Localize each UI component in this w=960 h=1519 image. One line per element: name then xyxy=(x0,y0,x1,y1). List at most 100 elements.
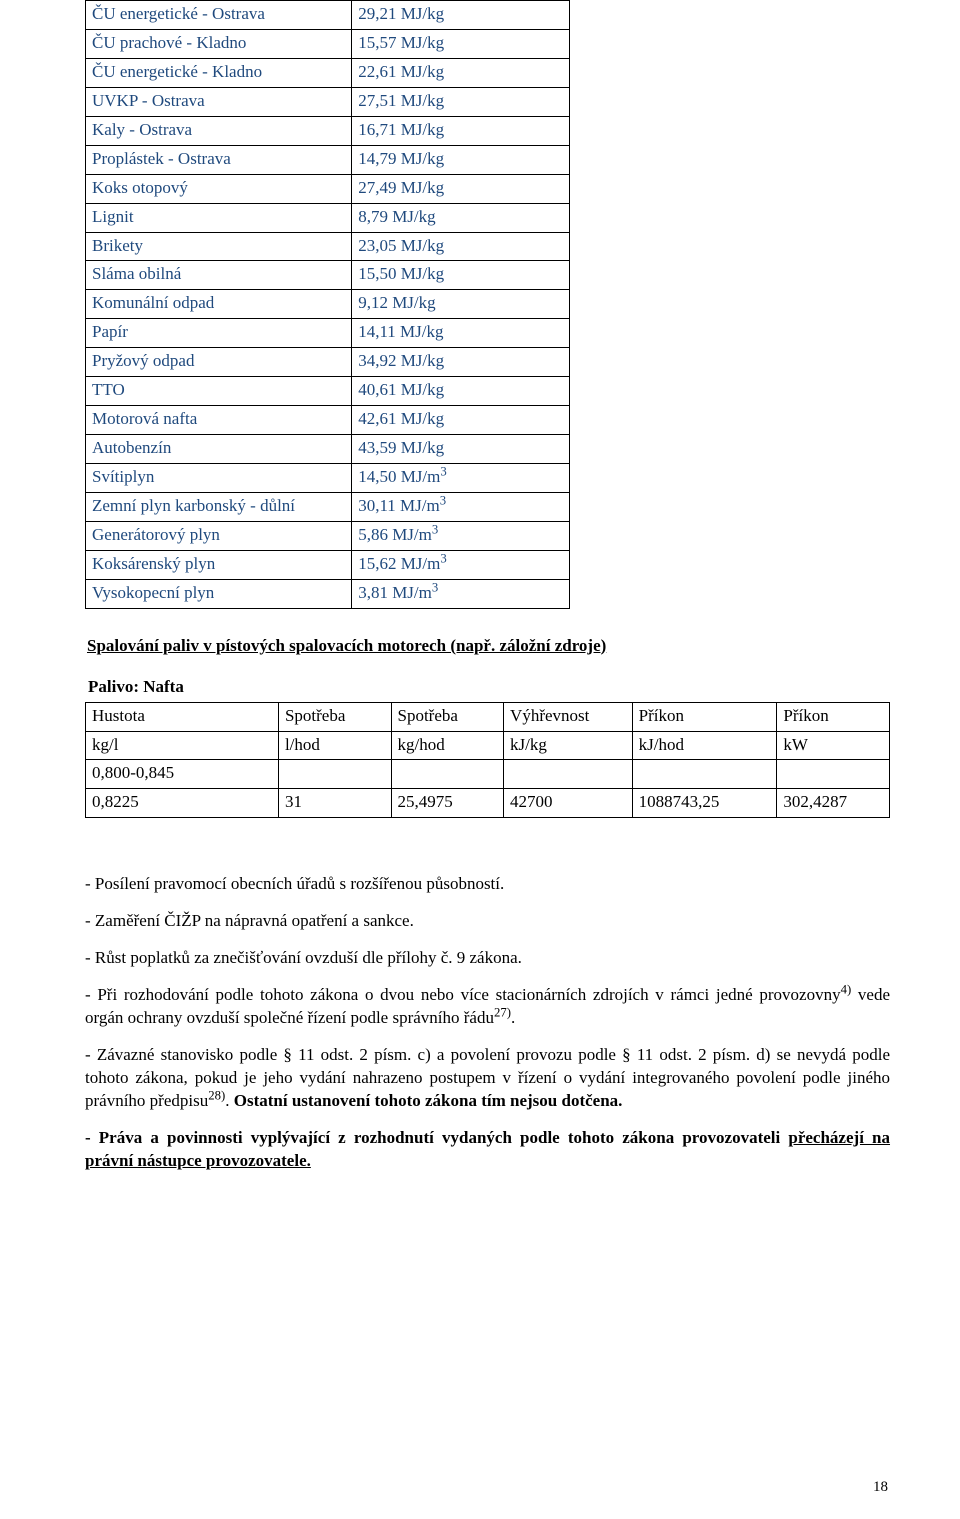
table-row: Pryžový odpad34,92 MJ/kg xyxy=(86,348,570,377)
fuel-value-cell: 14,50 MJ/m3 xyxy=(352,464,570,493)
paragraph: - Posílení pravomocí obecních úřadů s ro… xyxy=(85,873,890,896)
table-row: Vysokopecní plyn3,81 MJ/m3 xyxy=(86,579,570,608)
fuel-value-cell: 40,61 MJ/kg xyxy=(352,377,570,406)
fuel-name-cell: Svítiplyn xyxy=(86,464,352,493)
fuel-name-cell: Brikety xyxy=(86,232,352,261)
fuel-name-cell: ČU prachové - Kladno xyxy=(86,29,352,58)
fuel-value-cell: 42,61 MJ/kg xyxy=(352,406,570,435)
fuel-name-cell: Papír xyxy=(86,319,352,348)
page-number: 18 xyxy=(873,1477,888,1497)
table-row: Motorová nafta42,61 MJ/kg xyxy=(86,406,570,435)
fuel-name-cell: Proplástek - Ostrava xyxy=(86,145,352,174)
table-row: Brikety23,05 MJ/kg xyxy=(86,232,570,261)
fuel-name-cell: Generátorový plyn xyxy=(86,521,352,550)
table-row: Sláma obilná15,50 MJ/kg xyxy=(86,261,570,290)
table-cell: 42700 xyxy=(504,789,633,818)
fuel-name-cell: Zemní plyn karbonský - důlní xyxy=(86,492,352,521)
fuel-value-cell: 29,21 MJ/kg xyxy=(352,1,570,30)
table-row: Koksárenský plyn15,62 MJ/m3 xyxy=(86,550,570,579)
fuel-value-cell: 15,62 MJ/m3 xyxy=(352,550,570,579)
fuel-value-cell: 14,11 MJ/kg xyxy=(352,319,570,348)
table-cell xyxy=(632,760,777,789)
table-header-cell: Spotřeba xyxy=(278,702,391,731)
fuel-name-cell: Koks otopový xyxy=(86,174,352,203)
table-row: 0,800-0,845 xyxy=(86,760,890,789)
fuel-value-cell: 16,71 MJ/kg xyxy=(352,116,570,145)
fuel-energy-table: ČU energetické - Ostrava29,21 MJ/kgČU pr… xyxy=(85,0,570,609)
table-cell xyxy=(391,760,504,789)
table-header-cell: Výhřevnost xyxy=(504,702,633,731)
fuel-name-cell: Pryžový odpad xyxy=(86,348,352,377)
table-cell: 1088743,25 xyxy=(632,789,777,818)
table-cell: 31 xyxy=(278,789,391,818)
table-row: ČU energetické - Kladno22,61 MJ/kg xyxy=(86,58,570,87)
fuel-name-cell: UVKP - Ostrava xyxy=(86,87,352,116)
table-header-cell: Hustota xyxy=(86,702,279,731)
table-header-cell: Spotřeba xyxy=(391,702,504,731)
section-heading: Spalování paliv v pístových spalovacích … xyxy=(87,635,890,658)
paragraph: - Růst poplatků za znečišťování ovzduší … xyxy=(85,947,890,970)
table-cell: kg/l xyxy=(86,731,279,760)
fuel-name-cell: Kaly - Ostrava xyxy=(86,116,352,145)
fuel-value-cell: 15,57 MJ/kg xyxy=(352,29,570,58)
table-row: Proplástek - Ostrava14,79 MJ/kg xyxy=(86,145,570,174)
fuel-value-cell: 8,79 MJ/kg xyxy=(352,203,570,232)
fuel-name-cell: ČU energetické - Ostrava xyxy=(86,1,352,30)
fuel-name-cell: Koksárenský plyn xyxy=(86,550,352,579)
fuel-value-cell: 43,59 MJ/kg xyxy=(352,435,570,464)
fuel-name-cell: Autobenzín xyxy=(86,435,352,464)
table-row: TTO40,61 MJ/kg xyxy=(86,377,570,406)
table-cell: kJ/hod xyxy=(632,731,777,760)
fuel-value-cell: 23,05 MJ/kg xyxy=(352,232,570,261)
table-row: Lignit8,79 MJ/kg xyxy=(86,203,570,232)
table-row: Generátorový plyn5,86 MJ/m3 xyxy=(86,521,570,550)
fuel-value-cell: 3,81 MJ/m3 xyxy=(352,579,570,608)
paragraph: - Zaměření ČIŽP na nápravná opatření a s… xyxy=(85,910,890,933)
table-header-cell: Příkon xyxy=(777,702,890,731)
table-cell: 0,800-0,845 xyxy=(86,760,279,789)
fuel-value-cell: 9,12 MJ/kg xyxy=(352,290,570,319)
fuel-name-cell: Lignit xyxy=(86,203,352,232)
fuel-value-cell: 27,49 MJ/kg xyxy=(352,174,570,203)
table-cell: 0,8225 xyxy=(86,789,279,818)
paragraph: - Při rozhodování podle tohoto zákona o … xyxy=(85,984,890,1030)
table-row: Koks otopový27,49 MJ/kg xyxy=(86,174,570,203)
fuel-name-cell: Vysokopecní plyn xyxy=(86,579,352,608)
table-row: Autobenzín43,59 MJ/kg xyxy=(86,435,570,464)
table-cell: kg/hod xyxy=(391,731,504,760)
table-row: ČU prachové - Kladno15,57 MJ/kg xyxy=(86,29,570,58)
table-row: Zemní plyn karbonský - důlní30,11 MJ/m3 xyxy=(86,492,570,521)
fuel-name-cell: Komunální odpad xyxy=(86,290,352,319)
table-row: ČU energetické - Ostrava29,21 MJ/kg xyxy=(86,1,570,30)
fuel-value-cell: 22,61 MJ/kg xyxy=(352,58,570,87)
fuel-value-cell: 15,50 MJ/kg xyxy=(352,261,570,290)
table-cell: 25,4975 xyxy=(391,789,504,818)
table-cell xyxy=(504,760,633,789)
fuel-value-cell: 14,79 MJ/kg xyxy=(352,145,570,174)
fuel-name-cell: Motorová nafta xyxy=(86,406,352,435)
table-cell: kW xyxy=(777,731,890,760)
table-row: Komunální odpad9,12 MJ/kg xyxy=(86,290,570,319)
fuel-value-cell: 5,86 MJ/m3 xyxy=(352,521,570,550)
table-cell: kJ/kg xyxy=(504,731,633,760)
table-row: 0,82253125,4975427001088743,25302,4287 xyxy=(86,789,890,818)
table-cell: 302,4287 xyxy=(777,789,890,818)
fuel-name-cell: TTO xyxy=(86,377,352,406)
table-row: UVKP - Ostrava27,51 MJ/kg xyxy=(86,87,570,116)
fuel-value-cell: 34,92 MJ/kg xyxy=(352,348,570,377)
paragraph: - Práva a povinnosti vyplývající z rozho… xyxy=(85,1127,890,1173)
paragraph: - Závazné stanovisko podle § 11 odst. 2 … xyxy=(85,1044,890,1113)
table-cell xyxy=(777,760,890,789)
table-row: Svítiplyn14,50 MJ/m3 xyxy=(86,464,570,493)
table-cell xyxy=(278,760,391,789)
fuel-name-cell: Sláma obilná xyxy=(86,261,352,290)
table-header-row: HustotaSpotřebaSpotřebaVýhřevnostPříkonP… xyxy=(86,702,890,731)
table2-caption: Palivo: Nafta xyxy=(88,676,890,699)
table-cell: l/hod xyxy=(278,731,391,760)
table-row: kg/ll/hodkg/hodkJ/kgkJ/hodkW xyxy=(86,731,890,760)
table-row: Papír14,11 MJ/kg xyxy=(86,319,570,348)
body-text: - Posílení pravomocí obecních úřadů s ro… xyxy=(85,873,890,1172)
table-row: Kaly - Ostrava16,71 MJ/kg xyxy=(86,116,570,145)
table-header-cell: Příkon xyxy=(632,702,777,731)
nafta-table: HustotaSpotřebaSpotřebaVýhřevnostPříkonP… xyxy=(85,702,890,819)
